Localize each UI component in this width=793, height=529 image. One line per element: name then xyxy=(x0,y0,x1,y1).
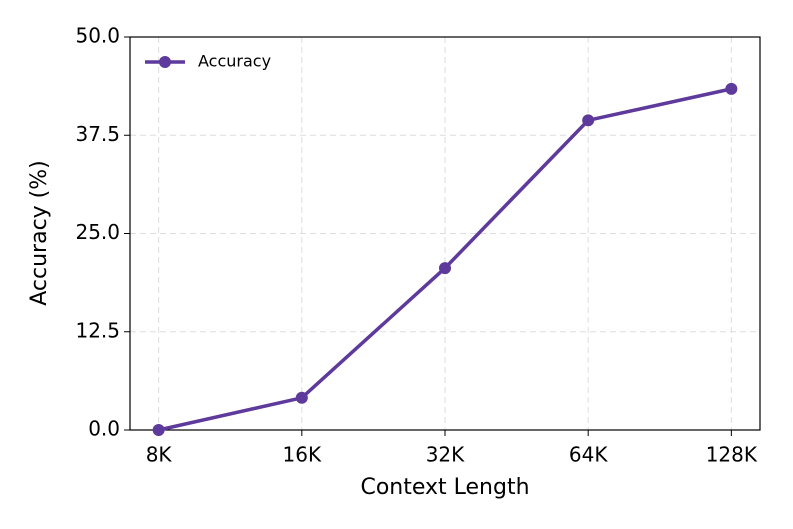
x-tick-label: 128K xyxy=(706,443,758,467)
point xyxy=(295,391,308,404)
legend-label: Accuracy xyxy=(198,52,271,71)
x-tick-label: 16K xyxy=(283,443,322,467)
y-tick-label: 12.5 xyxy=(75,318,120,342)
point xyxy=(439,262,451,275)
x-tick-label: 64K xyxy=(569,443,608,467)
point xyxy=(152,424,165,436)
y-tick-label: 25.0 xyxy=(75,220,120,244)
legend-marker xyxy=(159,56,171,68)
y-axis-label: Accuracy (%) xyxy=(27,160,52,306)
x-axis-label: Context Length xyxy=(360,475,529,500)
y-tick-label: 0.0 xyxy=(88,417,120,441)
point xyxy=(725,82,738,95)
y-tick-label: 37.5 xyxy=(75,122,120,146)
plot-frame xyxy=(129,36,761,431)
y-tick-label: 50.0 xyxy=(75,24,120,48)
x-tick-label: 32K xyxy=(426,443,465,467)
point xyxy=(582,114,595,127)
x-tick-label: 8K xyxy=(146,443,173,467)
